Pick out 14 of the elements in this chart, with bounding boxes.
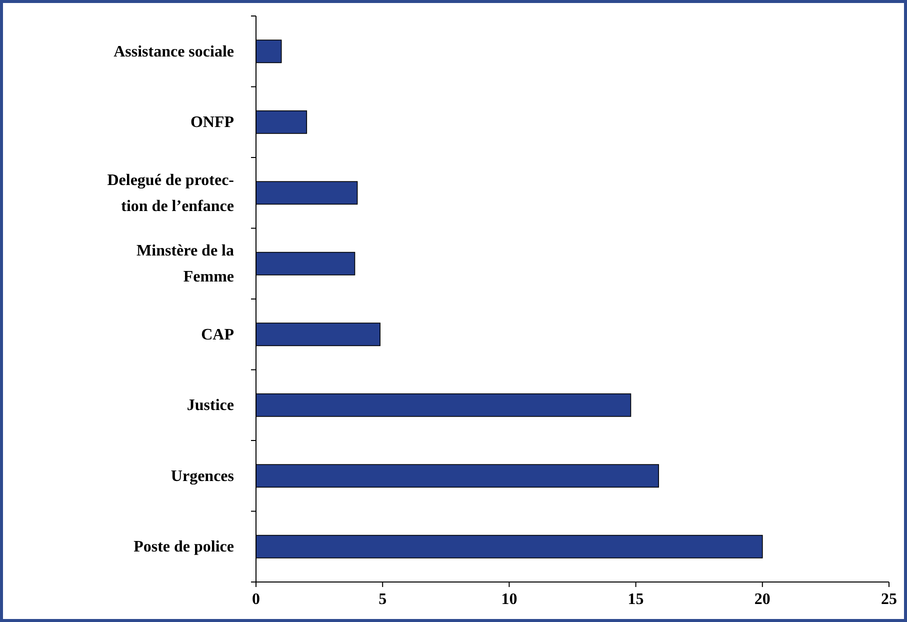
y-tick-label: Minstère de la Femme	[136, 242, 234, 286]
x-tick-label: 25	[881, 591, 897, 608]
x-tick-label: 20	[754, 591, 770, 608]
y-tick-label: Assistance sociale	[114, 43, 234, 60]
y-tick-label: CAP	[201, 326, 234, 344]
x-tick-label: 0	[252, 591, 260, 608]
x-tick-label: 10	[501, 591, 518, 608]
y-tick-label: Poste de police	[134, 538, 234, 556]
y-tick-label: Justice	[186, 397, 234, 414]
y-tick-label: Delegué de protec- tion de l’enfance	[107, 172, 234, 215]
y-tick-label: Urgences	[170, 468, 234, 485]
x-tick-label: 15	[628, 591, 644, 608]
y-tick-label: ONFP	[190, 114, 234, 132]
x-tick-label: 5	[378, 591, 387, 608]
